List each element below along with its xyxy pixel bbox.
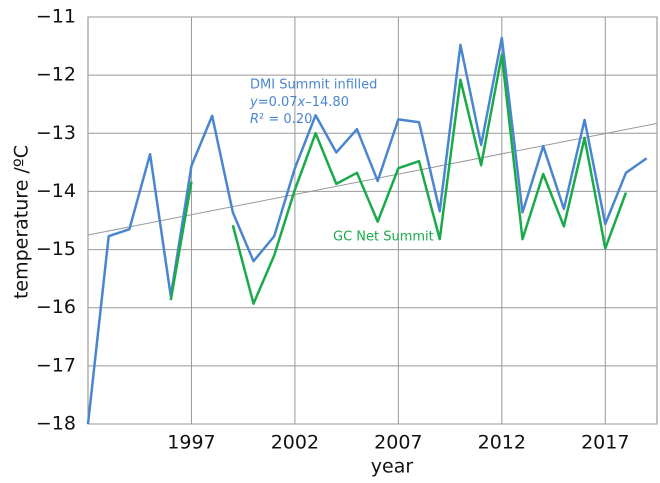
y-tick-label: −11 xyxy=(36,6,76,28)
y-tick-label: −17 xyxy=(36,354,76,376)
y-axis-label: temperature /ºC xyxy=(11,145,33,299)
r-squared-part: R xyxy=(250,112,259,127)
equation-part: =0.07 xyxy=(258,95,298,110)
y-tick-label: −12 xyxy=(36,64,76,86)
series-label: GC Net Summit xyxy=(333,230,434,245)
series-line xyxy=(169,53,628,305)
series-line xyxy=(86,36,648,425)
x-tick-label: 2002 xyxy=(271,432,319,454)
r-squared: R² = 0.20 xyxy=(250,112,312,127)
x-axis-label: year xyxy=(371,456,414,478)
x-tick-label: 2007 xyxy=(374,432,422,454)
r-squared-part: ² = 0.20 xyxy=(259,112,312,127)
y-tick-label: −15 xyxy=(36,238,76,260)
y-tick-label: −14 xyxy=(36,180,76,202)
y-tick-label: −18 xyxy=(36,413,76,435)
x-tick-label: 1997 xyxy=(167,432,215,454)
equation-part: x xyxy=(297,95,306,110)
x-tick-label: 2017 xyxy=(581,432,629,454)
equation-part: –14.80 xyxy=(305,95,349,110)
y-tick-label: −13 xyxy=(36,122,76,144)
equation-part: y xyxy=(249,95,258,110)
series-label: DMI Summit infilled xyxy=(250,78,377,93)
y-tick-label: −16 xyxy=(36,296,76,318)
equation: y=0.07x–14.80 xyxy=(249,95,349,110)
x-tick-label: 2012 xyxy=(478,432,526,454)
